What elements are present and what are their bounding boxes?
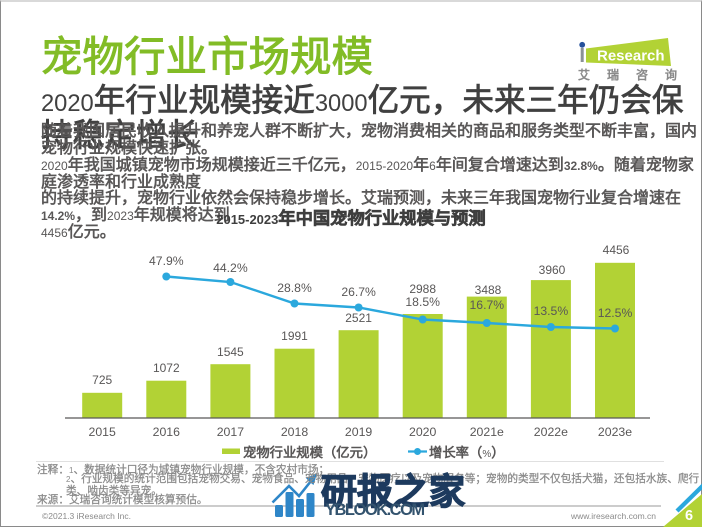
svg-text:Research: Research [597, 48, 665, 65]
